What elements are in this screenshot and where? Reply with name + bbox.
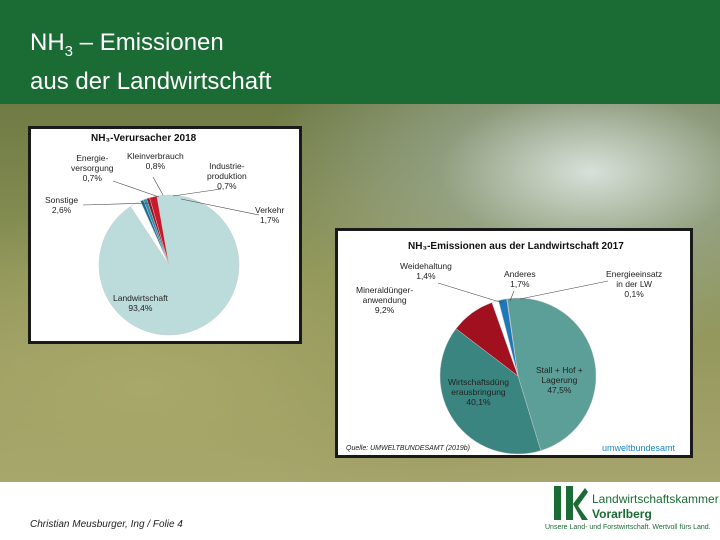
label-landwirtschaft: Landwirtschaft 93,4%: [113, 293, 168, 313]
leader-kleinverbrauch: [152, 176, 164, 196]
umweltbundesamt-logo: umweltbundesamt: [602, 443, 676, 453]
title-bar: NH3 – Emissionen aus der Landwirtschaft: [0, 0, 720, 104]
leader-sonstige: [82, 202, 152, 206]
slide-title: NH3 – Emissionen aus der Landwirtschaft: [30, 28, 271, 97]
chart1-title: NH₃-Verursacher 2018: [91, 133, 197, 144]
label-wirtschaftsduenger: Wirtschaftsdüng erausbringung 40,1%: [448, 377, 509, 407]
label-kleinverbrauch: Kleinverbrauch 0,8%: [127, 151, 184, 171]
leader-energieversorgung: [112, 180, 160, 198]
lk-logo-icon: [554, 486, 588, 520]
logo-tagline: Unsere Land- und Forstwirtschaft. Wertvo…: [545, 524, 711, 531]
logo-line2: Vorarlberg: [592, 507, 652, 521]
label-energieeinsatz: Energieeinsatz in der LW 0,1%: [606, 269, 663, 299]
leader-weidehaltung: [437, 282, 504, 304]
chart1-pie: [82, 176, 260, 336]
pie-slice-wirtschaftsdüngerausbringung: [439, 328, 542, 455]
leader-verkehr: [180, 198, 260, 216]
logo-line1: Landwirtschaftskammer: [592, 492, 719, 506]
pie-slice-energieeinsatz-in-der-lw: [506, 298, 519, 377]
label-anderes: Anderes 1,7%: [504, 269, 536, 289]
footer-author: Christian Meusburger, Ing / Folie 4: [30, 519, 183, 530]
label-mineralduenger: Mineraldünger-anwendung 9,2%: [356, 285, 414, 315]
label-sonstige: Sonstige 2,6%: [45, 195, 79, 215]
leader-industrieproduktion: [172, 188, 222, 197]
footer: [0, 482, 720, 540]
label-stall-hof-lagerung: Stall + Hof + Lagerung 47,5%: [536, 365, 583, 395]
title-rest: – Emissionen: [73, 29, 224, 56]
chart-nh3-verursacher: NH₃-Verursacher 2018 Energie-versorgung 0…: [28, 126, 302, 344]
label-verkehr: Verkehr 1,7%: [255, 205, 285, 225]
title-line2: aus der Landwirtschaft: [30, 67, 272, 95]
chart2-pie: [437, 280, 609, 455]
label-weidehaltung: Weidehaltung 1,4%: [400, 261, 452, 281]
leader-energieeinsatz: [519, 280, 609, 300]
leader-anderes: [509, 290, 515, 302]
title-subscript: 3: [64, 42, 74, 60]
chart-nh3-landwirtschaft: NH₃-Emissionen aus der Landwirtschaft 20…: [335, 228, 693, 458]
chart2-title: NH₃-Emissionen aus der Landwirtschaft 20…: [408, 241, 624, 252]
chart2-source: Quelle: UMWELTBUNDESAMT (2019b): [346, 445, 470, 452]
label-industrieproduktion: Industrie-produktion 0,7%: [207, 161, 247, 191]
label-energieversorgung: Energie-versorgung 0,7%: [71, 153, 114, 183]
title-prefix: NH: [30, 29, 65, 56]
